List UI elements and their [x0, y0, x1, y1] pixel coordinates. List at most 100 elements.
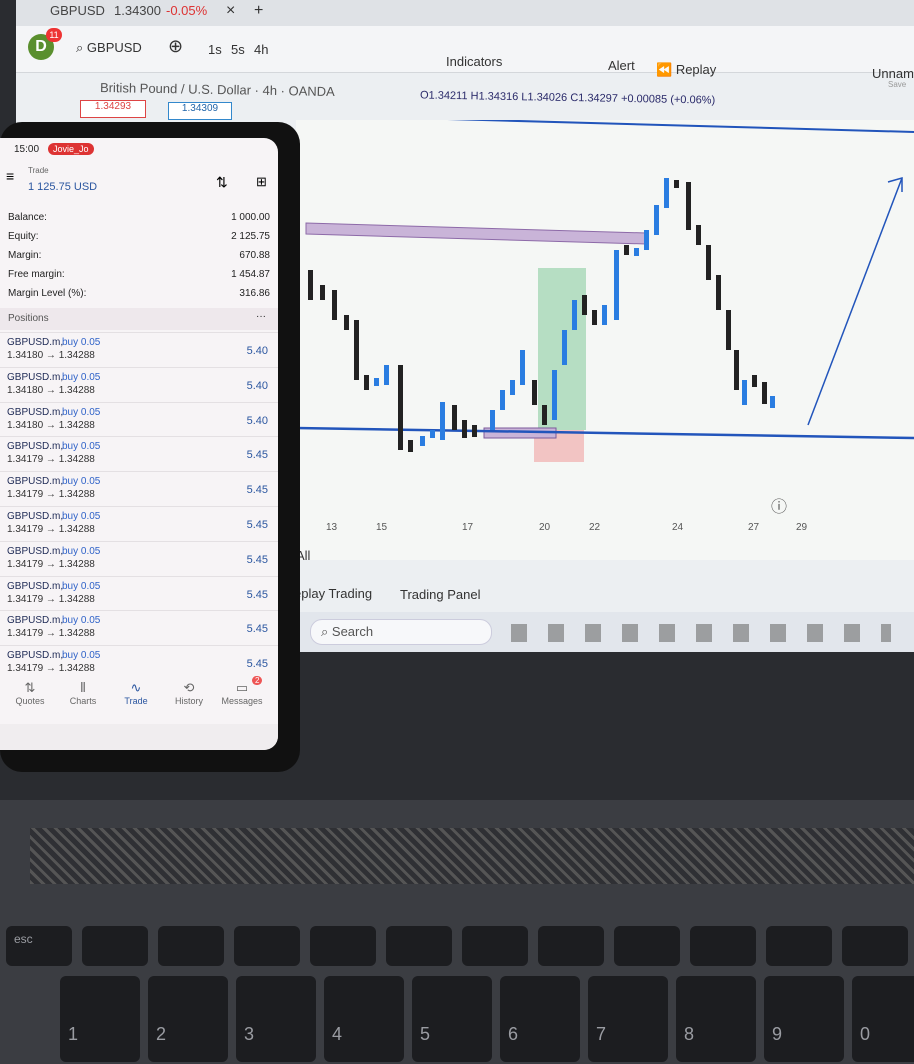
account-value: 2 125.75: [231, 231, 270, 242]
event-icon[interactable]: ⓘ: [771, 498, 787, 516]
key[interactable]: 0: [852, 976, 914, 1062]
panel-tab[interactable]: Trading Panel: [400, 587, 481, 602]
position-row[interactable]: GBPUSD.m, buy 0.05 1.34180 → 1.34288 5.40: [0, 401, 278, 438]
position-prices: 1.34180 → 1.34288: [7, 384, 95, 396]
position-row[interactable]: GBPUSD.m, buy 0.05 1.34179 → 1.34288 5.45: [0, 610, 278, 646]
position-profit: 5.45: [246, 553, 268, 566]
panel-tab[interactable]: eplay Trading: [294, 586, 373, 601]
account-value: 1 454.87: [231, 269, 270, 280]
nav-label: Quotes: [15, 696, 45, 706]
keyboard: esc 1 2 3 4 5 6 7 8 9 0: [0, 800, 914, 1064]
indicators-button[interactable]: Indicators: [446, 54, 503, 69]
key[interactable]: 1: [60, 976, 140, 1062]
tab-title[interactable]: GBPUSD: [50, 3, 105, 18]
key: [614, 926, 680, 966]
position-side: buy 0.05: [62, 650, 101, 662]
key: [842, 926, 908, 966]
symbol: GBPUSD: [86, 40, 142, 55]
position-side: buy 0.05: [62, 476, 101, 488]
interval[interactable]: 5s: [231, 42, 245, 57]
interval[interactable]: 1s: [208, 42, 222, 57]
position-prices: 1.34179 → 1.34288: [7, 628, 95, 640]
x-tick-label: 24: [672, 522, 684, 533]
sort-icon[interactable]: ⇅: [216, 174, 228, 190]
position-symbol: GBPUSD.m,: [7, 441, 64, 453]
nav-icon: ▭: [235, 680, 249, 695]
position-prices: 1.34179 → 1.34288: [7, 489, 95, 501]
x-tick-label: 29: [796, 522, 808, 533]
add-symbol[interactable]: ⊕: [168, 36, 184, 56]
price-chart: 13 15 17 20 22 24 27 29 ⓘ: [296, 120, 914, 560]
position-side: buy 0.05: [62, 511, 101, 522]
buy-button[interactable]: 1.34309: [168, 102, 232, 120]
new-order[interactable]: ⊞: [256, 174, 267, 189]
key[interactable]: 8: [676, 976, 756, 1062]
position-row[interactable]: GBPUSD.m, buy 0.05 1.34179 → 1.34288 5.45: [0, 575, 278, 612]
position-side: buy 0.05: [62, 615, 101, 627]
alert-button[interactable]: Alert: [608, 58, 635, 73]
account-label: Balance:: [8, 212, 47, 223]
tab-change: -0.05%: [166, 3, 208, 18]
x-tick-label: 13: [326, 522, 338, 533]
search-box[interactable]: ⌕ Search: [310, 619, 492, 645]
replay-button[interactable]: ⏪ Replay: [656, 62, 717, 77]
position-row[interactable]: GBPUSD.m, buy 0.05 1.34179 → 1.34288 5.45: [0, 645, 278, 681]
close-tab[interactable]: ×: [226, 2, 236, 19]
nav-item[interactable]: ⫴ Charts: [58, 680, 108, 706]
position-profit: 5.45: [246, 484, 268, 497]
save-sub: Save: [888, 80, 907, 89]
key[interactable]: 6: [500, 976, 580, 1062]
key[interactable]: 4: [324, 976, 404, 1062]
position-profit: 5.40: [246, 414, 268, 427]
position-symbol: GBPUSD.m,: [7, 545, 64, 557]
sell-button[interactable]: 1.34293: [80, 100, 146, 118]
position-row[interactable]: GBPUSD.m, buy 0.05 1.34179 → 1.34288 5.45: [0, 540, 278, 577]
position-prices: 1.34179 → 1.34288: [7, 593, 95, 605]
key[interactable]: 2: [148, 976, 228, 1062]
position-row[interactable]: GBPUSD.m, buy 0.05 1.34179 → 1.34288 5.45: [0, 471, 278, 507]
key[interactable]: 3: [236, 976, 316, 1062]
interval[interactable]: 4h: [254, 42, 269, 57]
nav-item[interactable]: ⟲ History: [164, 680, 214, 706]
nav-label: Charts: [69, 696, 97, 706]
x-tick-label: 20: [539, 522, 551, 533]
nav-icon: ⟲: [183, 680, 195, 695]
key[interactable]: 5: [412, 976, 492, 1062]
menu-icon[interactable]: ≡: [6, 168, 15, 184]
new-tab[interactable]: +: [254, 2, 264, 19]
phone-screen: 15:00 Jovie_Jo ≡ Trade 1 125.75 USD ⇅ ⊞ …: [0, 138, 278, 750]
android-nav: [0, 724, 278, 750]
key[interactable]: 9: [764, 976, 844, 1062]
key[interactable]: 7: [588, 976, 668, 1062]
more[interactable]: ···: [256, 311, 266, 322]
position-symbol: GBPUSD.m,: [7, 650, 64, 662]
key: [766, 926, 832, 966]
key: [538, 926, 604, 966]
nav-item[interactable]: ▭ Messages: [217, 680, 267, 706]
position-profit: 5.45: [246, 449, 268, 462]
nav-item[interactable]: ⇅ Quotes: [5, 680, 55, 706]
position-side: buy 0.05: [62, 545, 101, 557]
position-row[interactable]: GBPUSD.m, buy 0.05 1.34179 → 1.34288 5.45: [0, 506, 278, 542]
position-row[interactable]: GBPUSD.m, buy 0.05 1.34179 → 1.34288 5.45: [0, 436, 278, 472]
save-button[interactable]: Unname: [872, 66, 914, 81]
key: [234, 926, 300, 966]
position-prices: 1.34180 → 1.34288: [7, 350, 95, 361]
nav-item[interactable]: ∿ Trade: [111, 680, 161, 706]
user-tag: Jovie_Jo: [48, 143, 94, 155]
position-symbol: GBPUSD.m,: [7, 511, 64, 522]
replay-label: Replay: [675, 62, 717, 77]
total-equity: 1 125.75 USD: [28, 181, 98, 193]
x-tick-label: 15: [376, 522, 388, 533]
position-profit: 5.45: [246, 623, 268, 636]
x-tick-label: 17: [462, 522, 474, 533]
position-row[interactable]: GBPUSD.m, buy 0.05 1.34180 → 1.34288 5.40: [0, 332, 278, 368]
nav-badge: 2: [252, 676, 263, 685]
nav-icon: ⇅: [24, 680, 36, 695]
position-prices: 1.34180 → 1.34288: [7, 419, 95, 431]
sell-price: 1.34293: [94, 101, 132, 112]
position-row[interactable]: GBPUSD.m, buy 0.05 1.34180 → 1.34288 5.40: [0, 366, 278, 403]
screen-title: Trade: [28, 166, 49, 175]
nav-icon: ∿: [130, 680, 142, 695]
symbol-search[interactable]: ⌕ GBPUSD: [76, 40, 142, 55]
